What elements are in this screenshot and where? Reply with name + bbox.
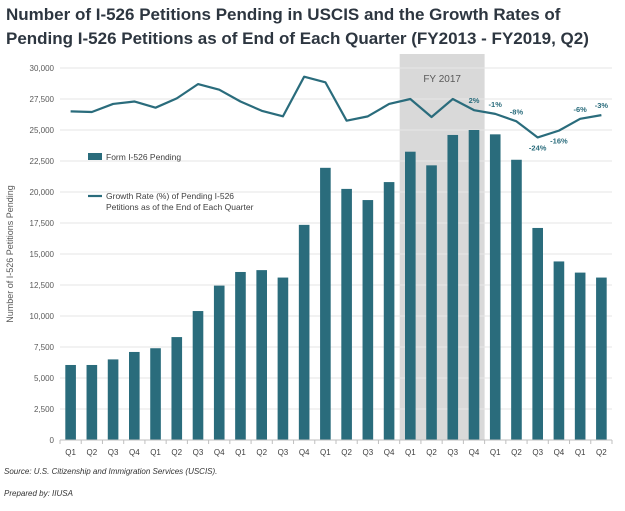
x-tick-label: Q4 (129, 448, 140, 457)
chart-title: Number of I-526 Petitions Pending in USC… (6, 5, 589, 48)
bar (553, 261, 565, 440)
y-tick-label: 27,500 (30, 95, 55, 104)
x-tick-label: Q2 (426, 448, 437, 457)
bar (511, 159, 522, 440)
x-tick-label: Q2 (511, 448, 522, 457)
y-tick-label: 15,000 (30, 250, 55, 259)
bar (256, 270, 267, 440)
y-tick-label: 12,500 (30, 281, 55, 290)
bar (192, 311, 204, 440)
growth-point-label: -1% (489, 100, 503, 109)
x-tick-label: Q2 (256, 448, 267, 457)
y-tick-label: 30,000 (30, 64, 55, 73)
x-tick-label: Q1 (575, 448, 586, 457)
y-tick-label: 7,500 (34, 343, 55, 352)
y-tick-label: 20,000 (30, 188, 55, 197)
x-tick-label: Q3 (193, 448, 204, 457)
growth-point-label: -3% (595, 101, 609, 110)
legend-bar-swatch (88, 153, 102, 160)
source-note: Source: U.S. Citizenship and Immigration… (4, 467, 218, 476)
x-tick-label: Q1 (320, 448, 331, 457)
growth-line-series: 2% -1% -8% -24%-16% -6% -3% (70, 75, 609, 152)
y-axis: 0 2,500 5,000 7,500 10,000 12,500 15,000 17,500… (5, 64, 55, 445)
bar (426, 165, 437, 440)
bar (574, 272, 586, 440)
x-tick-label: Q1 (490, 448, 501, 457)
x-tick-label: Q3 (108, 448, 119, 457)
growth-line (70, 75, 602, 139)
x-tick-label: Q2 (596, 448, 607, 457)
bar-series (65, 130, 607, 440)
y-tick-label: 0 (50, 436, 55, 445)
x-tick-label: Q4 (554, 448, 565, 457)
growth-point-label: -24% (529, 143, 547, 152)
y-tick-label: 5,000 (34, 374, 55, 383)
x-tick-label: Q1 (405, 448, 416, 457)
bar (86, 364, 98, 440)
bar (468, 130, 480, 440)
bar (341, 188, 352, 440)
y-tick-label: 2,500 (34, 405, 55, 414)
x-tick-label: Q3 (447, 448, 458, 457)
y-tick-label: 22,500 (30, 157, 55, 166)
bar (447, 134, 459, 440)
bar (171, 337, 183, 440)
legend-line-label-2: Petitions as of the End of Each Quarter (106, 202, 254, 212)
x-tick-label: Q4 (214, 448, 225, 457)
y-tick-label: 17,500 (30, 219, 55, 228)
bar (596, 277, 607, 440)
legend-bar-label: Form I-526 Pending (106, 152, 181, 162)
bar (383, 182, 395, 440)
bar (298, 224, 310, 440)
x-tick-label: Q2 (341, 448, 352, 457)
bar (150, 348, 161, 440)
bar (235, 271, 246, 440)
growth-point-label: 2% (469, 96, 480, 105)
bar (405, 151, 416, 440)
bar (362, 200, 374, 440)
prepared-note: Prepared by: IIUSA (4, 489, 73, 498)
legend: Form I-526 Pending Growth Rate (%) of Pen… (88, 152, 254, 212)
x-tick-label: Q2 (171, 448, 182, 457)
legend-line-label-1: Growth Rate (%) of Pending I-526 (106, 191, 234, 201)
x-tick-label: Q1 (150, 448, 161, 457)
fy2017-label: FY 2017 (423, 74, 461, 85)
y-tick-label: 25,000 (30, 126, 55, 135)
x-tick-label: Q1 (235, 448, 246, 457)
x-tick-label: Q3 (278, 448, 289, 457)
y-axis-title: Number of I-526 Petitions Pending (5, 185, 15, 323)
bar (532, 227, 543, 440)
x-tick-label: Q1 (65, 448, 76, 457)
x-axis: Q1 Q2 Q3 Q4 Q1 Q2 Q3 Q4 Q1 Q2 Q3 Q4 Q1 Q2 Q3 Q4 Q1 Q2 Q3 Q4… (59, 439, 613, 457)
bar (489, 134, 501, 440)
x-tick-label: Q4 (299, 448, 310, 457)
growth-point-label: -6% (573, 105, 587, 114)
growth-point-label: -8% (510, 107, 524, 116)
bar (320, 167, 331, 440)
bar (129, 351, 140, 440)
x-tick-label: Q4 (384, 448, 395, 457)
x-tick-label: Q3 (532, 448, 543, 457)
bar (65, 364, 76, 440)
growth-point-label: -16% (550, 137, 568, 146)
x-tick-label: Q2 (87, 448, 98, 457)
bar (213, 285, 225, 440)
bar (107, 359, 119, 440)
x-tick-label: Q3 (363, 448, 374, 457)
bar (277, 277, 289, 440)
y-tick-label: 10,000 (30, 312, 55, 321)
grid (60, 67, 612, 410)
x-tick-label: Q4 (469, 448, 480, 457)
